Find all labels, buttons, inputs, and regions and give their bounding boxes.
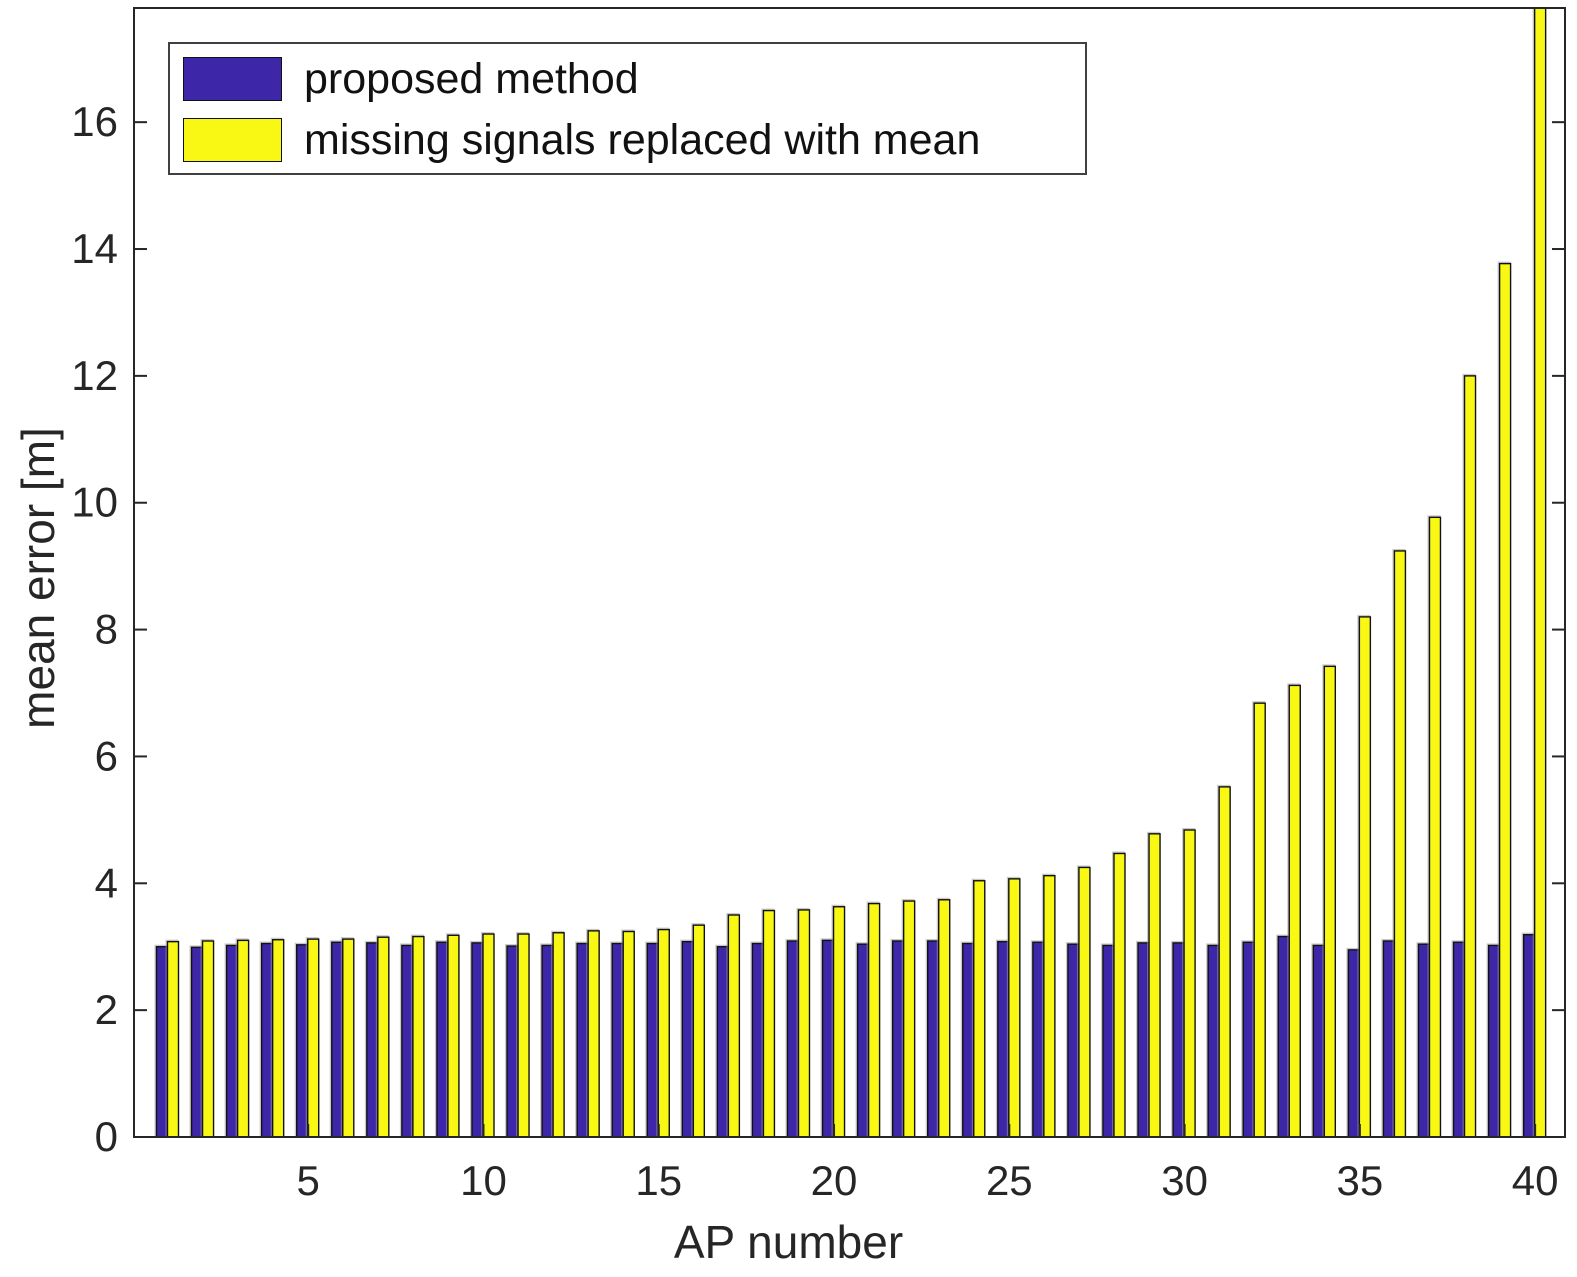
legend-label-proposed-method: proposed method bbox=[304, 54, 639, 103]
bar-missing-ap36 bbox=[1393, 550, 1407, 1137]
x-tick-label-30: 30 bbox=[1161, 1157, 1208, 1204]
bar-missing-ap10 bbox=[482, 933, 495, 1137]
x-tick-label-5: 5 bbox=[297, 1157, 320, 1204]
x-tick-label-40: 40 bbox=[1512, 1157, 1559, 1204]
bar-missing-ap37 bbox=[1428, 516, 1442, 1137]
x-axis-label: AP number bbox=[673, 1216, 904, 1268]
axes-box bbox=[133, 7, 1566, 1138]
bar-missing-ap32 bbox=[1253, 702, 1266, 1137]
bar-missing-ap34 bbox=[1323, 665, 1337, 1137]
bar-missing-ap23 bbox=[938, 899, 951, 1137]
bar-missing-ap28 bbox=[1113, 852, 1126, 1137]
bar-missing-ap29 bbox=[1148, 833, 1161, 1137]
bar-missing-ap17 bbox=[727, 914, 741, 1137]
bar-missing-ap25 bbox=[1008, 878, 1021, 1137]
bar-missing-ap1 bbox=[166, 940, 180, 1137]
y-tick-label-8: 8 bbox=[95, 606, 118, 653]
bar-missing-ap26 bbox=[1043, 874, 1056, 1137]
bar-missing-ap38 bbox=[1463, 375, 1477, 1137]
legend-swatch-missing-signals bbox=[183, 118, 282, 162]
bar-missing-ap20 bbox=[832, 906, 846, 1137]
bar-missing-ap4 bbox=[271, 939, 285, 1137]
x-tick-label-25: 25 bbox=[986, 1157, 1033, 1204]
bar-missing-ap35 bbox=[1358, 616, 1372, 1137]
bar-missing-ap18 bbox=[762, 909, 776, 1137]
y-tick-label-12: 12 bbox=[71, 352, 118, 399]
y-axis-label: mean error [m] bbox=[12, 427, 64, 729]
bar-missing-ap8 bbox=[412, 935, 425, 1137]
bar-missing-ap7 bbox=[377, 936, 390, 1137]
bar-missing-ap13 bbox=[587, 930, 600, 1137]
x-tick-label-20: 20 bbox=[811, 1157, 858, 1204]
bar-missing-ap19 bbox=[797, 909, 811, 1137]
bar-missing-ap39 bbox=[1498, 262, 1512, 1137]
x-tick-label-35: 35 bbox=[1337, 1157, 1384, 1204]
y-tick-label-14: 14 bbox=[71, 225, 118, 272]
legend-item-missing-signals: missing signals replaced with mean bbox=[183, 117, 980, 163]
bar-missing-ap14 bbox=[622, 930, 635, 1137]
bar-missing-ap9 bbox=[447, 934, 460, 1137]
bar-missing-ap3 bbox=[236, 939, 250, 1137]
bar-missing-ap33 bbox=[1288, 684, 1301, 1137]
x-tick-label-15: 15 bbox=[635, 1157, 682, 1204]
bar-missing-ap2 bbox=[201, 940, 215, 1137]
bar-missing-ap16 bbox=[692, 924, 706, 1137]
legend-item-proposed-method: proposed method bbox=[183, 56, 639, 102]
legend-label-missing-signals: missing signals replaced with mean bbox=[304, 115, 981, 164]
y-tick-label-16: 16 bbox=[71, 98, 118, 145]
bars-group bbox=[154, 8, 1547, 1137]
y-tick-label-10: 10 bbox=[71, 479, 118, 526]
y-tick-label-0: 0 bbox=[95, 1113, 118, 1160]
bar-missing-ap12 bbox=[552, 932, 565, 1137]
y-tick-label-6: 6 bbox=[95, 732, 118, 779]
legend-swatch-proposed-method bbox=[183, 57, 282, 101]
bar-missing-ap27 bbox=[1078, 866, 1091, 1137]
legend: proposed method missing signals replaced… bbox=[168, 42, 1087, 175]
bar-missing-ap21 bbox=[867, 902, 881, 1137]
bar-missing-ap24 bbox=[973, 880, 986, 1137]
bar-missing-ap31 bbox=[1218, 786, 1231, 1137]
bar-missing-ap15 bbox=[657, 928, 670, 1137]
bar-missing-ap22 bbox=[902, 900, 916, 1137]
x-tick-label-10: 10 bbox=[460, 1157, 507, 1204]
bar-missing-ap5 bbox=[307, 938, 320, 1137]
y-tick-label-2: 2 bbox=[95, 986, 118, 1033]
y-tick-label-4: 4 bbox=[95, 859, 118, 906]
bar-missing-ap11 bbox=[517, 933, 530, 1137]
bar-missing-ap30 bbox=[1183, 829, 1196, 1137]
bar-missing-ap40 bbox=[1533, 8, 1547, 1137]
bar-missing-ap6 bbox=[342, 938, 355, 1137]
